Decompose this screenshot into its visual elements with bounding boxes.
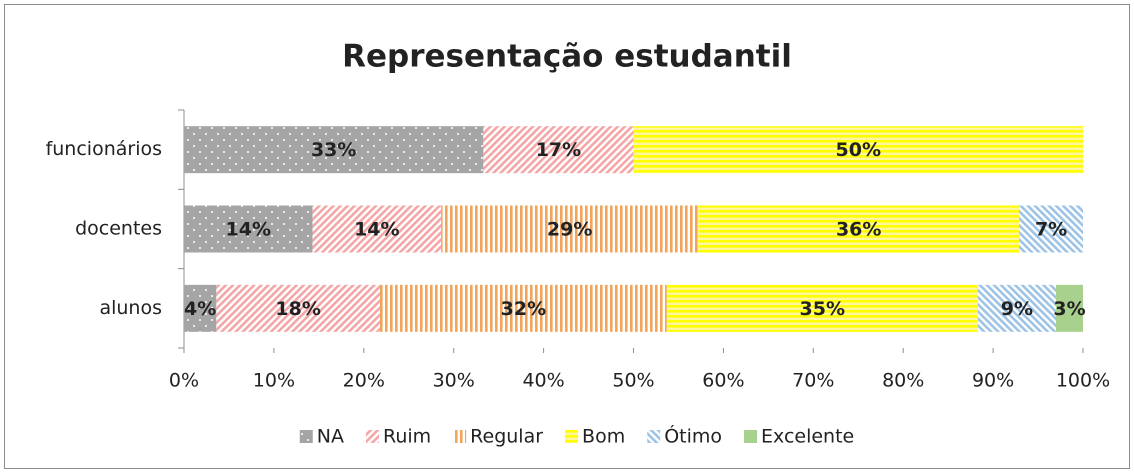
y-tick-label: alunos — [99, 297, 162, 319]
bar-segment — [184, 205, 313, 253]
x-tick-label: 40% — [522, 370, 564, 392]
x-tick-label: 50% — [612, 370, 654, 392]
bar-segment — [633, 126, 1083, 174]
data-label: 3% — [1053, 298, 1085, 320]
legend-label: Bom — [582, 426, 625, 448]
chart-title: Representação estudantil — [342, 39, 792, 75]
bar-segment — [184, 126, 484, 174]
data-label: 35% — [800, 298, 845, 320]
legend-swatch — [453, 430, 467, 443]
legend-swatch — [647, 430, 661, 443]
bar-segment — [977, 284, 1057, 332]
legend-swatch — [299, 430, 313, 443]
x-tick-label: 80% — [882, 370, 924, 392]
data-label: 14% — [226, 219, 271, 241]
bar-segment — [483, 126, 634, 174]
data-label: 50% — [836, 139, 881, 161]
bar-segment — [441, 205, 699, 253]
bar-segment — [379, 284, 667, 332]
data-label: 33% — [311, 139, 356, 161]
x-tick-label: 100% — [1056, 370, 1110, 392]
data-label: 9% — [1001, 298, 1033, 320]
x-tick-label: 60% — [702, 370, 744, 392]
data-label: 17% — [536, 139, 581, 161]
x-tick-label: 20% — [343, 370, 385, 392]
x-tick-label: 10% — [253, 370, 295, 392]
data-label: 4% — [184, 298, 216, 320]
x-tick-label: 70% — [792, 370, 834, 392]
bar-segment — [312, 205, 442, 253]
legend-label: NA — [317, 426, 344, 448]
data-label: 32% — [501, 298, 546, 320]
bar-segment — [184, 284, 217, 332]
legend-swatch — [365, 430, 379, 443]
bar-segment — [666, 284, 978, 332]
bar-segment — [1056, 284, 1083, 332]
legend-label: Ruim — [383, 426, 431, 448]
bar-segment — [216, 284, 380, 332]
y-tick-label: docentes — [75, 218, 162, 240]
bar-segment — [1019, 205, 1083, 253]
data-label: 14% — [354, 219, 399, 241]
data-label: 18% — [275, 298, 320, 320]
x-tick-label: 0% — [169, 370, 199, 392]
legend-swatch — [744, 430, 758, 443]
data-label: 36% — [836, 219, 881, 241]
data-label: 7% — [1035, 219, 1067, 241]
legend-label: Excelente — [761, 426, 854, 448]
legend-swatch — [565, 430, 579, 443]
legend-label: Ótimo — [664, 424, 722, 448]
y-tick-label: funcionários — [46, 138, 162, 160]
bar-segment — [698, 205, 1020, 253]
x-tick-label: 30% — [433, 370, 475, 392]
data-label: 29% — [547, 219, 592, 241]
legend-label: Regular — [470, 426, 543, 448]
x-tick-label: 90% — [972, 370, 1014, 392]
